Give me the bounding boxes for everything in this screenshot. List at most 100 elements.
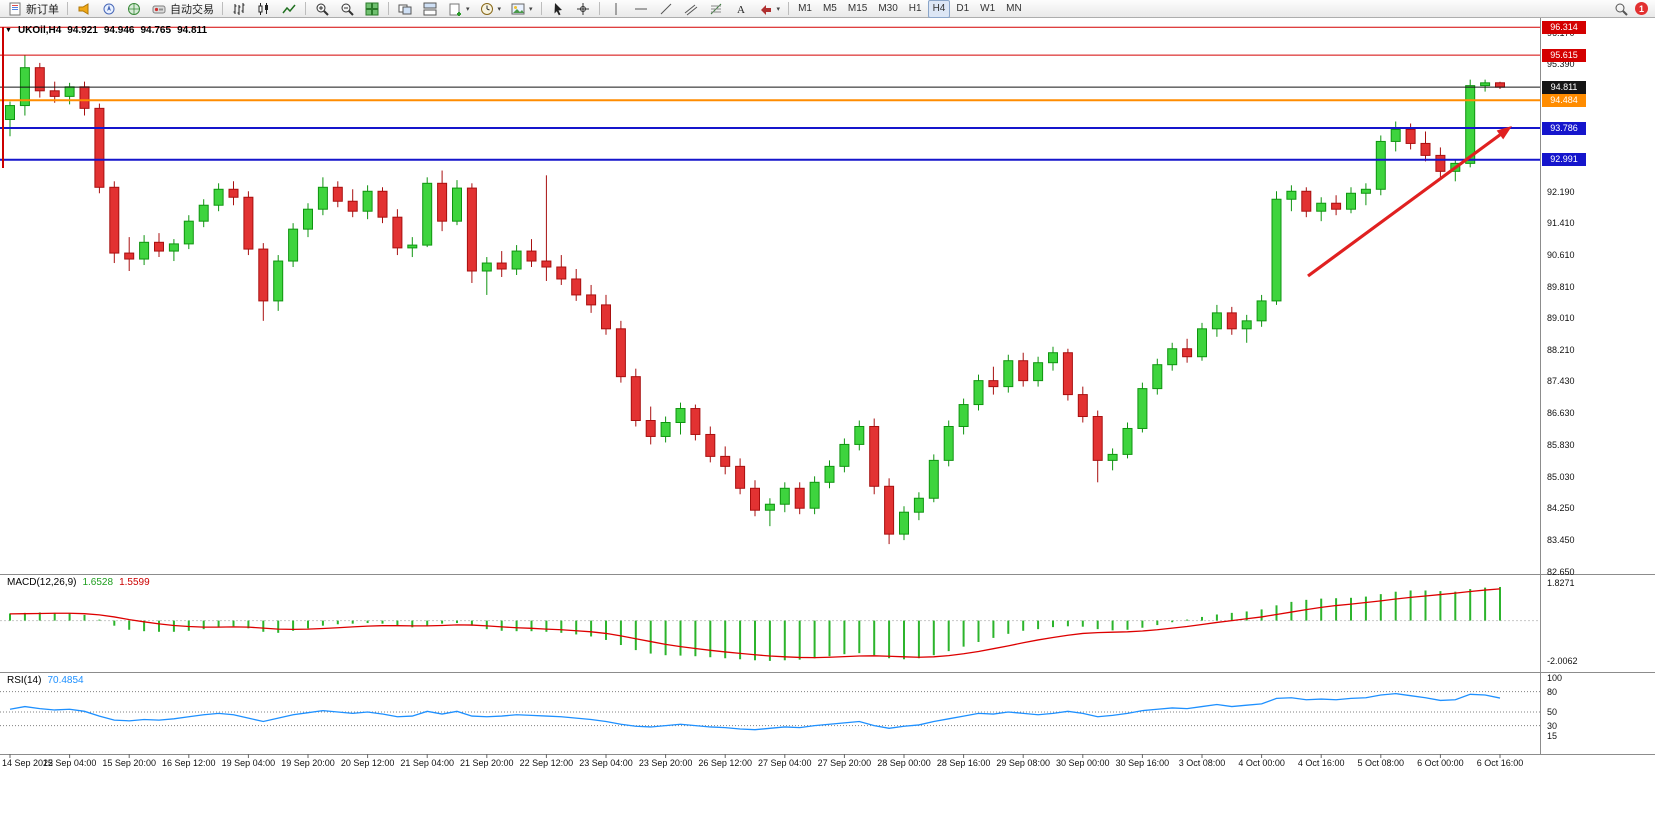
text-tool-button[interactable]: A — [729, 0, 753, 18]
candle-body — [1375, 140, 1386, 190]
timeframe-button-m15[interactable]: M15 — [847, 3, 868, 14]
macd-histogram-bar — [1007, 620, 1010, 634]
notification-badge[interactable]: 1 — [1635, 2, 1648, 15]
candle-body — [139, 241, 150, 260]
timeframe-button-m30[interactable]: M30 — [878, 3, 898, 14]
macd-histogram-bar — [456, 620, 458, 624]
search-icon[interactable] — [1613, 1, 1629, 17]
tile-windows-button[interactable] — [360, 0, 384, 18]
new-order-button[interactable]: 新订单 — [3, 0, 63, 18]
chevron-down-icon: ▾ — [776, 5, 781, 13]
candle-body — [64, 86, 75, 97]
candle-body — [720, 455, 731, 467]
timeframe-button-m1[interactable]: M1 — [798, 3, 812, 14]
line-chart-button[interactable] — [277, 0, 301, 18]
vertical-line-tool-button[interactable] — [604, 0, 628, 18]
macd-histogram-bar — [98, 619, 101, 621]
candle-body — [913, 497, 924, 513]
candle-body — [332, 186, 343, 202]
trendline-tool-button[interactable] — [654, 0, 678, 18]
macd-histogram-bar — [1156, 620, 1159, 626]
candle-body — [303, 208, 313, 230]
macd-signal-value: 1.5599 — [119, 577, 150, 588]
timeframe-button-h1[interactable]: H1 — [908, 3, 922, 14]
macd-main-value: 1.6528 — [82, 577, 114, 588]
tile-windows-icon — [364, 1, 380, 17]
community-button[interactable] — [122, 0, 146, 18]
periods-button[interactable]: ▾ — [475, 0, 506, 18]
candle-body — [79, 86, 90, 109]
candle-body — [541, 260, 552, 268]
macd-histogram-bar — [917, 620, 920, 659]
rsi-value: 70.4854 — [47, 675, 84, 686]
horizontal-line-tool-button[interactable] — [629, 0, 653, 18]
macd-histogram-bar — [53, 612, 56, 621]
macd-histogram-bar — [619, 620, 622, 646]
navigator-button[interactable] — [97, 0, 121, 18]
candle-body — [496, 262, 507, 270]
candle-body — [973, 380, 984, 406]
candle-body — [1435, 154, 1446, 172]
candle-body — [794, 487, 805, 509]
line-chart-icon — [281, 1, 297, 17]
candle-body — [168, 243, 179, 252]
candle-body — [1480, 82, 1491, 87]
fibonacci-tool-button[interactable] — [704, 0, 728, 18]
macd-histogram-bar — [768, 620, 771, 661]
macd-histogram-bar — [1379, 594, 1382, 621]
timeframe-button-m5[interactable]: M5 — [822, 3, 837, 14]
candle-body — [571, 278, 582, 296]
candle-body — [526, 250, 537, 262]
candle-body — [481, 262, 492, 272]
rsi-line — [9, 692, 1501, 731]
toolbar-separator — [788, 2, 790, 15]
macd-histogram-bar — [843, 620, 846, 655]
candle-body — [586, 294, 597, 306]
timeframe-button-mn[interactable]: MN — [1006, 3, 1022, 14]
horn-icon — [76, 1, 92, 17]
autotrading-button[interactable]: 自动交易 — [147, 0, 218, 18]
candle-body — [1241, 320, 1252, 330]
macd-histogram-bar — [977, 620, 980, 642]
candle-body — [1048, 352, 1058, 364]
macd-histogram-bar — [411, 620, 414, 628]
chart-menu-icon[interactable]: ▼ — [5, 27, 12, 34]
macd-histogram-bar — [754, 620, 756, 661]
cascade-windows-button[interactable] — [393, 0, 417, 18]
alerts-button[interactable] — [72, 0, 96, 18]
candle-body — [5, 105, 15, 121]
new-chart-icon — [447, 1, 463, 17]
candle-body — [511, 250, 522, 270]
bar-chart-button[interactable] — [227, 0, 251, 18]
new-chart-button[interactable]: ▾ — [443, 0, 474, 18]
timeframe-button-d1[interactable]: D1 — [956, 3, 970, 14]
price-axis[interactable] — [1541, 18, 1655, 754]
macd-histogram-bar — [485, 620, 488, 630]
macd-histogram-bar — [1469, 589, 1472, 621]
candle-body — [437, 182, 448, 222]
candle-body — [243, 196, 254, 250]
timeframe-group: M1 M5 M15 M30 H1 H4 D1 W1 MN — [793, 0, 1027, 18]
macd-histogram-bar — [351, 620, 354, 624]
crosshair-button[interactable] — [571, 0, 595, 18]
templates-button[interactable]: ▾ — [506, 0, 537, 18]
cursor-button[interactable] — [546, 0, 570, 18]
tile-horizontal-button[interactable] — [418, 0, 442, 18]
candlestick-chart-button[interactable] — [252, 0, 276, 18]
fibonacci-icon — [708, 1, 724, 17]
macd-histogram-bar — [560, 620, 563, 633]
timeframe-button-w1[interactable]: W1 — [980, 3, 996, 14]
time-axis[interactable] — [0, 755, 1655, 783]
macd-histogram-bar — [1335, 598, 1338, 621]
candle-body — [943, 425, 954, 461]
candle-body — [1465, 85, 1476, 164]
timeframe-button-h4[interactable]: H4 — [927, 0, 951, 18]
zoom-in-icon — [314, 1, 330, 17]
macd-histogram-bar — [187, 620, 190, 631]
trend-arrow-line[interactable] — [1307, 131, 1505, 278]
arrows-tool-button[interactable]: ▾ — [754, 0, 785, 18]
channel-tool-button[interactable] — [679, 0, 703, 18]
zoom-in-button[interactable] — [310, 0, 334, 18]
macd-histogram-bar — [679, 620, 682, 656]
zoom-out-button[interactable] — [335, 0, 359, 18]
